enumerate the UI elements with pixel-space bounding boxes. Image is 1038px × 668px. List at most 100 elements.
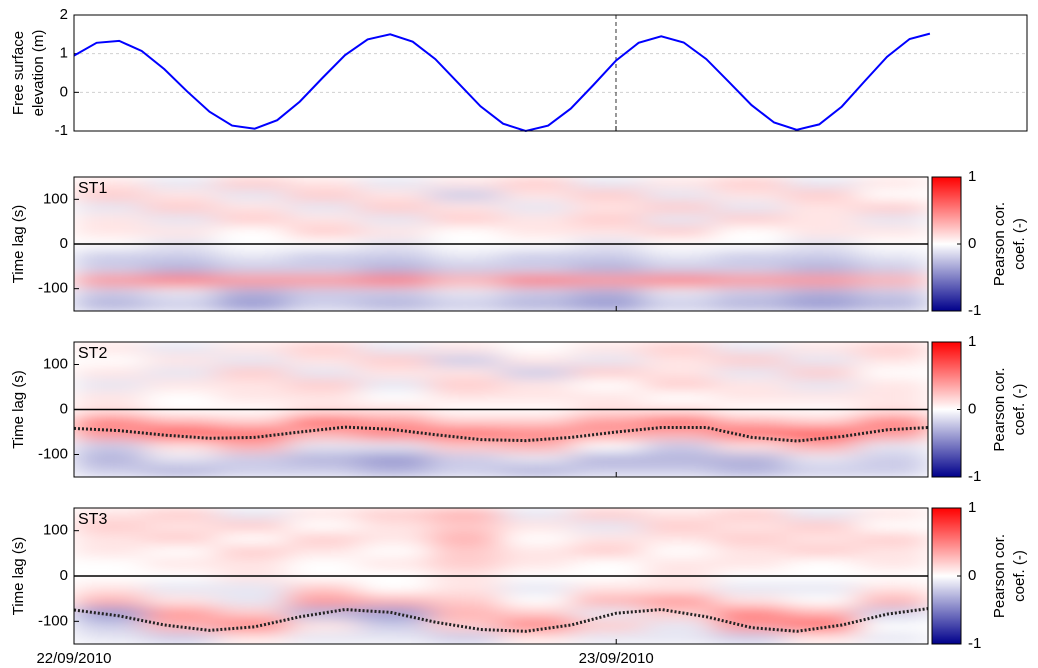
heatmap-cell [429, 298, 502, 311]
y-tick-label: 100 [43, 190, 68, 207]
heatmap-cell [572, 427, 644, 441]
heatmap-cell [287, 250, 360, 263]
heatmap-cell [785, 582, 858, 596]
heatmap-cell [216, 342, 288, 355]
y-tick-label: 0 [60, 235, 68, 252]
heatmap-cell [643, 557, 715, 571]
heatmap-cell [572, 631, 644, 644]
heatmap-cell [358, 619, 431, 633]
heatmap-cell [785, 262, 858, 275]
heatmap-cell [287, 201, 360, 215]
heatmap-cell [572, 177, 644, 190]
heatmap-cell [429, 582, 502, 596]
heatmap-cell [714, 557, 787, 571]
heatmap-cell [216, 177, 288, 190]
heatmap-cell [429, 354, 502, 368]
heatmap-cell [358, 557, 431, 571]
heatmap-cell [714, 582, 787, 596]
colorbar [931, 507, 962, 645]
heatmap-cell [856, 452, 928, 466]
heatmap-cell [714, 366, 787, 380]
heatmap-cell [501, 366, 573, 380]
heatmap-cell [358, 298, 431, 311]
heatmap-cell [145, 557, 217, 571]
heatmap-cell [856, 225, 928, 239]
heatmap-cell [714, 286, 787, 300]
heatmap-cell [74, 532, 146, 546]
plot-frame [73, 341, 929, 478]
heatmap-cell [216, 545, 288, 558]
y-tick-label: 0 [60, 567, 68, 584]
colorbar-tick-label: 0 [968, 567, 976, 584]
heatmap-cell [643, 342, 715, 355]
heatmap-cell [145, 213, 217, 227]
heatmap-cell [501, 631, 573, 644]
heatmap-cell [785, 440, 858, 453]
heatmap-cell [216, 464, 288, 477]
heatmap-cell [216, 262, 288, 275]
heatmap-cell [145, 452, 217, 466]
heatmap-cell [145, 225, 217, 239]
heatmap-cell [429, 520, 502, 534]
heatmap-cell [74, 391, 146, 404]
heatmap-cell [429, 391, 502, 404]
heatmap-cell [856, 177, 928, 190]
heatmap-cell [216, 250, 288, 263]
heatmap-cell [74, 213, 146, 227]
heatmap-cell [572, 391, 644, 404]
heatmap-cell [856, 520, 928, 534]
heatmap-cell [572, 557, 644, 571]
heatmap-cell [714, 342, 787, 355]
heatmap-cell [145, 582, 217, 596]
heatmap-cell [501, 415, 573, 429]
heatmap-cell [74, 274, 146, 288]
heatmap-cell [216, 452, 288, 466]
heatmap-cell [643, 225, 715, 239]
heatmap-cell [287, 427, 360, 441]
y-tick-label: 2 [60, 6, 68, 23]
heatmap-cell [501, 189, 573, 202]
heatmap-cell [714, 201, 787, 215]
heatmap-cell [429, 201, 502, 215]
heatmap-cell [358, 545, 431, 558]
heatmap-cell [572, 452, 644, 466]
heatmap-cell [145, 606, 217, 620]
colorbar-label: coef. (-) [1011, 550, 1028, 602]
heatmap-cell [358, 464, 431, 477]
heatmap-cell [643, 213, 715, 227]
heatmap-cell [856, 415, 928, 429]
heatmap-cell [643, 262, 715, 275]
heatmap-cell [714, 391, 787, 404]
heatmap-cell [643, 508, 715, 521]
heatmap-cell [714, 508, 787, 521]
heatmap-cell [145, 201, 217, 215]
y-tick-label: 100 [43, 355, 68, 372]
heatmap-cell [145, 440, 217, 453]
heatmap-cell [74, 189, 146, 202]
heatmap-cell [287, 464, 360, 477]
colorbar [931, 176, 962, 312]
heatmap-cell [785, 452, 858, 466]
heatmap-cell [856, 427, 928, 441]
heatmap-cell [287, 354, 360, 368]
heatmap-cell [287, 189, 360, 202]
y-axis-label: Time lag (s) [10, 205, 27, 284]
heatmap-cell [216, 201, 288, 215]
heatmap-cell [287, 631, 360, 644]
heatmap-cell [74, 366, 146, 380]
heatmap-cell [714, 262, 787, 275]
heatmap-cell [714, 631, 787, 644]
heatmap-cell [714, 189, 787, 202]
heatmap-cell [785, 342, 858, 355]
heatmap-cell [358, 520, 431, 534]
colorbar-tick-label: 0 [968, 235, 976, 252]
heatmap-cell [287, 225, 360, 239]
heatmap-cell [572, 225, 644, 239]
heatmap-cell [358, 452, 431, 466]
heatmap-cell [287, 378, 360, 392]
heatmap-cell [856, 201, 928, 215]
heatmap-cell [287, 298, 360, 311]
y-axis-label: Free surface [10, 31, 27, 115]
heatmap-cell [501, 274, 573, 288]
heatmap-cell [216, 440, 288, 453]
